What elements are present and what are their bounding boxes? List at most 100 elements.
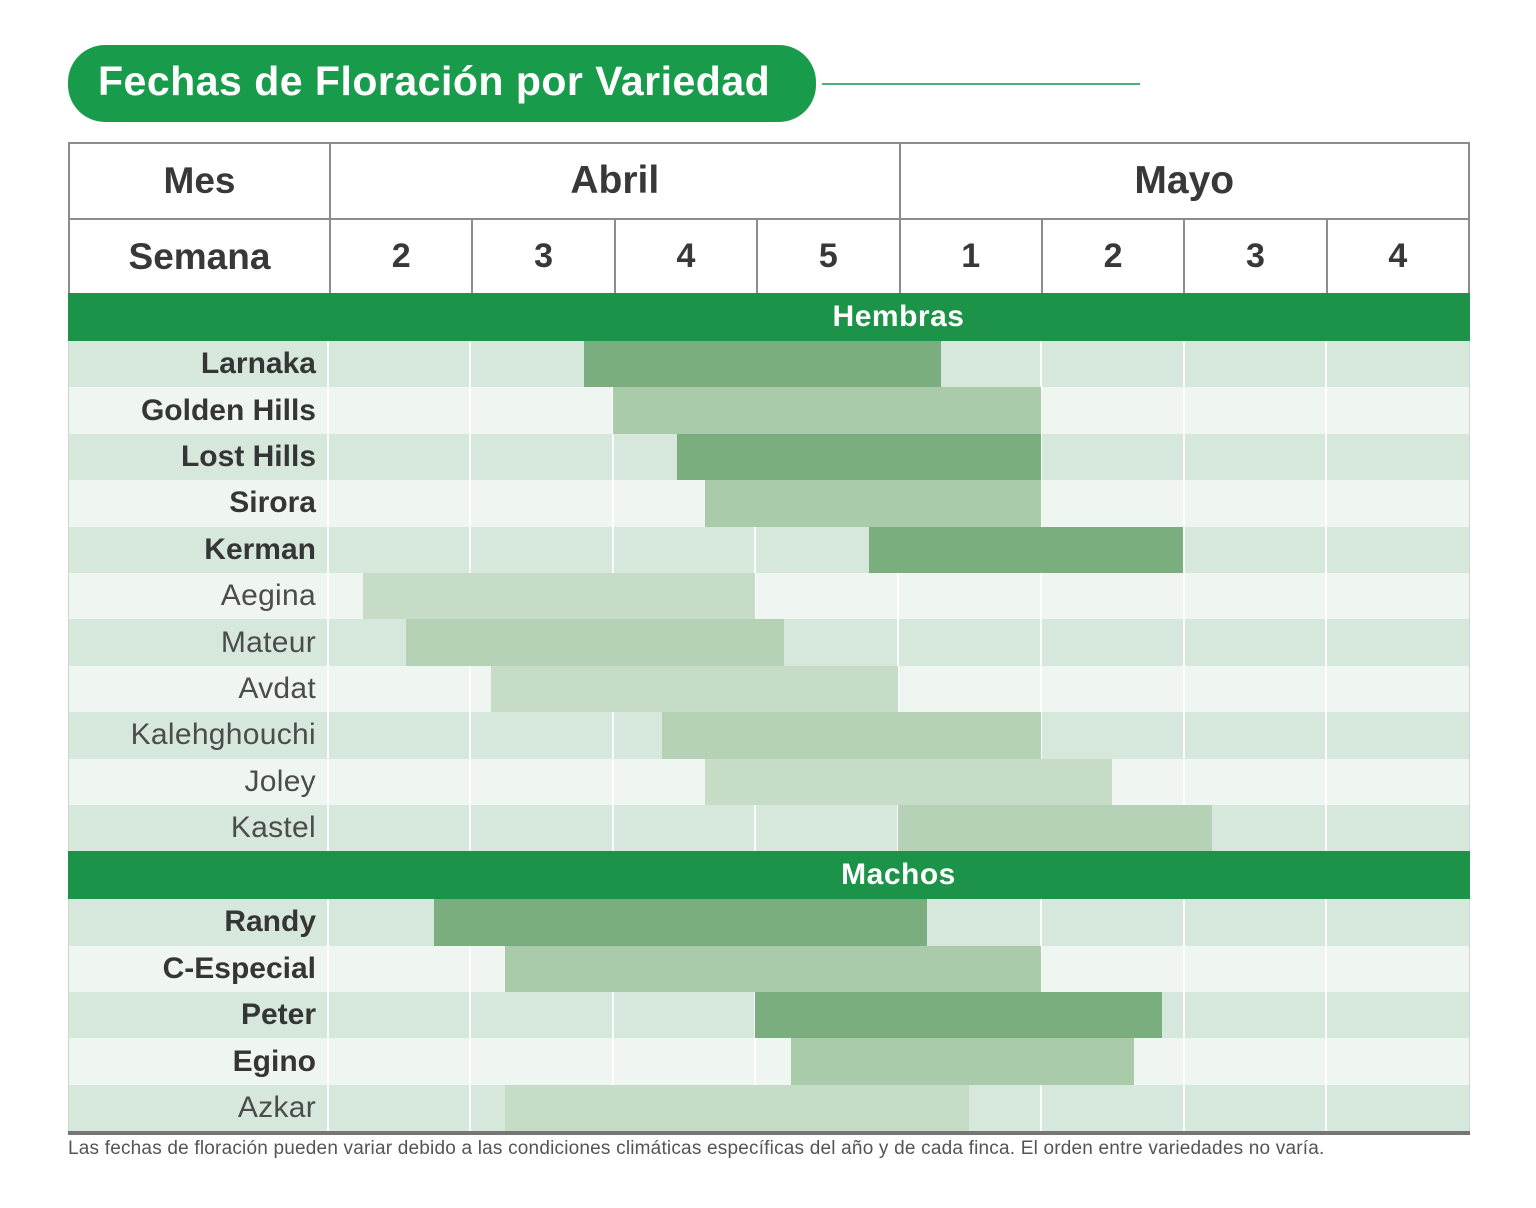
week-gridline [1182, 1038, 1185, 1085]
week-gridline [611, 526, 614, 573]
week-gridline [327, 804, 329, 852]
flowering-period-bar [612, 387, 1041, 434]
flowering-period-bar [705, 480, 1041, 527]
week-gridline [327, 619, 329, 666]
variety-label: Golden Hills [140, 393, 316, 427]
week-gridline [327, 712, 329, 759]
month-cell-abril: Abril [329, 144, 899, 218]
week-gridline [1182, 758, 1185, 805]
week-gridline [468, 433, 471, 481]
week-gridline [1182, 619, 1185, 666]
week-track [327, 712, 1469, 759]
week-gridline [754, 804, 757, 852]
week-gridline [1182, 526, 1185, 573]
flowering-period-bar [790, 1038, 1134, 1085]
week-gridline [468, 526, 471, 573]
week-gridline [468, 804, 471, 852]
flowering-period-bar [583, 341, 941, 388]
week-gridline [1039, 619, 1042, 666]
footnote: Las fechas de floración pueden variar de… [68, 1138, 1325, 1159]
week-track [327, 433, 1469, 481]
week-gridline [1182, 480, 1185, 527]
week-gridline [327, 992, 329, 1039]
week-gridline [468, 1038, 471, 1085]
week-gridline [1325, 526, 1328, 573]
variety-label: Kerman [204, 532, 316, 566]
week-gridline [1325, 1084, 1328, 1132]
variety-row: Avdat [69, 665, 1469, 713]
week-gridline [327, 758, 329, 805]
week-gridline [1325, 665, 1328, 713]
week-gridline [1325, 992, 1328, 1039]
week-track [327, 526, 1469, 573]
flowering-period-bar [362, 572, 756, 620]
week-gridline [1325, 1038, 1328, 1085]
variety-row: Sirora [69, 480, 1469, 527]
week-gridline [1325, 572, 1328, 620]
week-gridline [611, 992, 614, 1039]
week-gridline [611, 758, 614, 805]
variety-row: C-Especial [69, 945, 1469, 993]
week-gridline [1182, 992, 1185, 1039]
week-gridline [1325, 804, 1328, 852]
week-track [327, 1084, 1469, 1132]
variety-label: Kastel [230, 811, 316, 845]
week-header-abril-4: 4 [613, 220, 756, 293]
week-header-abril-3: 3 [471, 220, 613, 293]
week-gridline [1182, 665, 1185, 713]
week-track [327, 992, 1469, 1039]
week-gridline [327, 665, 329, 713]
month-header-row: Mes Abril Mayo [68, 142, 1470, 220]
week-header-mayo-1: 1 [898, 220, 1041, 293]
flowering-period-bar [898, 804, 1213, 852]
flowering-period-bar [505, 945, 1041, 993]
week-gridline [327, 945, 329, 993]
week-gridline [1182, 387, 1185, 434]
week-gridline [1325, 387, 1328, 434]
week-track [327, 758, 1469, 805]
variety-row: Kerman [69, 526, 1469, 573]
week-track [327, 480, 1469, 527]
week-gridline [1039, 433, 1042, 481]
variety-label: Peter [240, 998, 316, 1032]
variety-row: Kalehghouchi [69, 712, 1469, 759]
variety-row: Peter [69, 992, 1469, 1039]
week-gridline [1039, 480, 1042, 527]
week-header-abril-5: 5 [756, 220, 898, 293]
week-gridline [1039, 899, 1042, 946]
variety-label: Azkar [237, 1091, 316, 1125]
week-gridline [468, 387, 471, 434]
variety-row: Lost Hills [69, 433, 1469, 481]
week-gridline [1325, 619, 1328, 666]
variety-label: Larnaka [200, 347, 316, 381]
variety-label: Randy [224, 905, 316, 939]
week-gridline [1039, 1084, 1042, 1132]
week-header-mayo-3: 3 [1183, 220, 1325, 293]
week-gridline [468, 712, 471, 759]
week-gridline [1039, 712, 1042, 759]
week-gridline [1325, 480, 1328, 527]
flowering-period-bar [869, 526, 1184, 573]
week-gridline [611, 712, 614, 759]
week-gridline [611, 1038, 614, 1085]
variety-label: Aegina [220, 579, 316, 613]
week-gridline [754, 572, 757, 620]
flowering-period-bar [755, 992, 1163, 1039]
week-track [327, 619, 1469, 666]
week-gridline [1325, 758, 1328, 805]
week-gridline [327, 1038, 329, 1085]
week-gridline [468, 480, 471, 527]
flowering-period-bar [505, 1084, 970, 1132]
variety-row: Joley [69, 758, 1469, 805]
week-gridline [897, 665, 899, 713]
variety-label: C-Especial [162, 951, 316, 985]
section-banner-machos: Machos [68, 851, 1470, 900]
week-gridline [1182, 1084, 1185, 1132]
week-gridline [1182, 341, 1185, 388]
week-gridline [1325, 433, 1328, 481]
flowering-period-bar [662, 712, 1041, 759]
week-gridline [468, 665, 471, 713]
week-track [327, 572, 1469, 620]
flowering-period-bar [491, 665, 898, 713]
